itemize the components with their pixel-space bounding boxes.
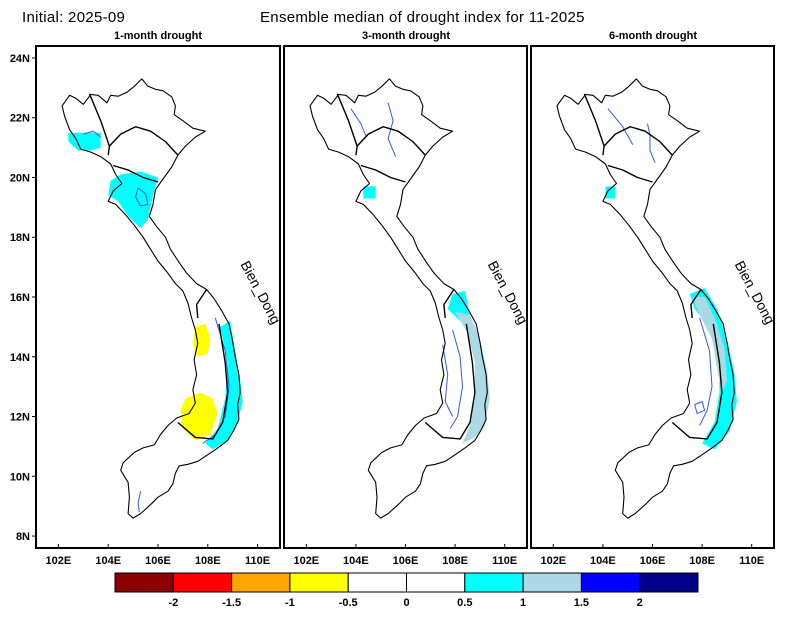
lon-tick-label: 110E [739,555,764,567]
lon-tick-label: 108E [442,555,468,567]
colorbar-label: 1.5 [574,597,589,609]
lat-tick-label: 10N [10,471,30,483]
colorbar-swatch [232,573,290,592]
lon-tick-label: 102E [293,555,319,567]
lon-tick-label: 108E [689,555,715,567]
colorbar-label: 1 [520,597,526,609]
colorbar-swatch [290,573,348,592]
lon-tick-label: 108E [195,555,221,567]
lat-tick-label: 22N [10,113,30,125]
colorbar-label: 0.5 [457,597,472,609]
lat-tick-label: 12N [10,412,30,424]
colorbar: -2 -1.5 -1 -0.5 0 0.5 1 1.5 2 [115,573,698,609]
colorbar-swatch [465,573,523,592]
lon-tick-label: 106E [145,555,171,567]
lon-tick-label: 104E [343,555,369,567]
lat-tick-label: 8N [16,531,30,543]
colorbar-label: -2 [168,597,178,609]
lon-tick-label: 106E [640,555,666,567]
colorbar-swatch [640,573,698,592]
lon-tick-label: 102E [46,555,72,567]
lat-tick-label: 18N [10,232,30,244]
colorbar-swatch [407,573,465,592]
colorbar-label: 2 [637,597,643,609]
lon-tick-label: 106E [393,555,419,567]
lat-tick-label: 24N [10,53,30,65]
panel-background [36,46,280,548]
panel-background [531,46,774,548]
lon-tick-label: 104E [590,555,616,567]
colorbar-swatch [523,573,581,592]
colorbar-label: -1 [285,597,295,609]
drought-region [363,186,375,198]
colorbar-label: 0 [403,597,409,609]
lat-tick-label: 16N [10,292,30,304]
panel-background [284,46,527,548]
lon-tick-label: 110E [492,555,517,567]
lon-tick-label: 104E [95,555,121,567]
lon-tick-label: 110E [245,555,270,567]
colorbar-swatch [348,573,406,592]
lat-tick-label: 20N [10,172,30,184]
colorbar-swatch [115,573,173,592]
colorbar-swatch [581,573,639,592]
colorbar-label: -1.5 [222,597,241,609]
colorbar-swatch [173,573,231,592]
colorbar-label: -0.5 [339,597,358,609]
lat-tick-label: 14N [10,352,30,364]
lon-tick-label: 102E [540,555,566,567]
